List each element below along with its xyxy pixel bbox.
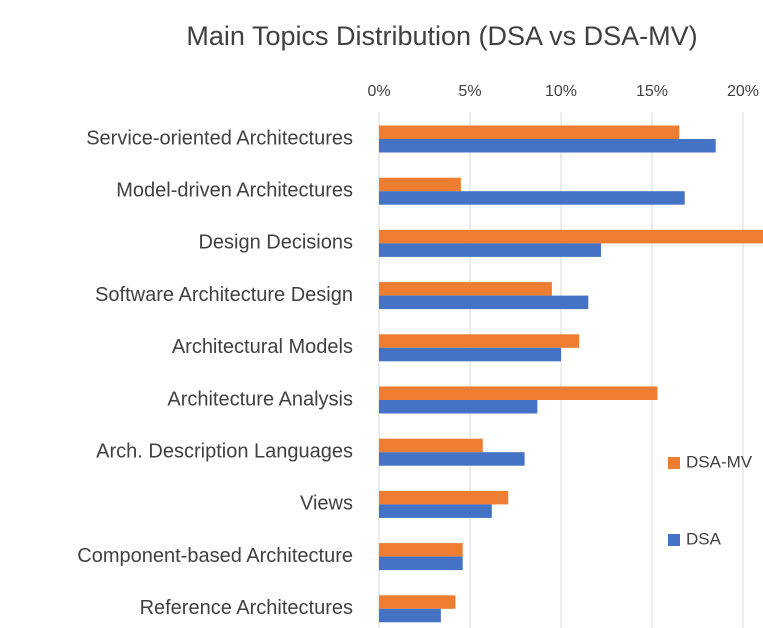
y-tick-label: Architecture Analysis [167, 388, 353, 410]
bar [379, 177, 461, 192]
x-tick-label: 10% [545, 83, 577, 100]
x-tick-label: 5% [458, 83, 481, 100]
bar [379, 243, 602, 257]
y-tick-label: Component-based Architecture [77, 545, 353, 567]
bar [379, 595, 456, 609]
legend-label: DSA [686, 529, 722, 548]
y-tick-label: Software Architecture Design [95, 284, 353, 306]
y-tick-label: Model-driven Architectures [116, 179, 353, 201]
bar [379, 334, 580, 348]
bar [379, 295, 589, 310]
bar [379, 556, 463, 571]
bar [379, 490, 509, 505]
bar [379, 282, 552, 296]
chart-title: Main Topics Distribution (DSA vs DSA-MV) [186, 21, 697, 51]
legend-swatch [668, 534, 680, 546]
bar [379, 543, 463, 557]
bar [379, 504, 492, 518]
bar [379, 386, 658, 400]
x-tick-label: 0% [367, 83, 390, 100]
bar [379, 438, 483, 453]
y-tick-label: Architectural Models [172, 336, 353, 358]
y-tick-label: Service-oriented Architectures [86, 127, 353, 149]
bar [379, 139, 716, 153]
bar [379, 191, 685, 205]
x-tick-label: 15% [636, 83, 668, 100]
bar [379, 347, 561, 362]
legend-label: DSA-MV [686, 452, 753, 471]
y-tick-label: Design Decisions [198, 232, 353, 254]
legend-swatch [668, 457, 680, 469]
bar [379, 400, 538, 414]
y-tick-label: Arch. Description Languages [96, 440, 353, 462]
bar [379, 452, 525, 466]
x-tick-label: 20% [727, 83, 759, 100]
bar [379, 125, 680, 139]
y-tick-label: Views [300, 493, 353, 515]
bar [379, 229, 763, 244]
y-tick-label: Reference Architectures [140, 597, 353, 619]
bar [379, 608, 441, 623]
